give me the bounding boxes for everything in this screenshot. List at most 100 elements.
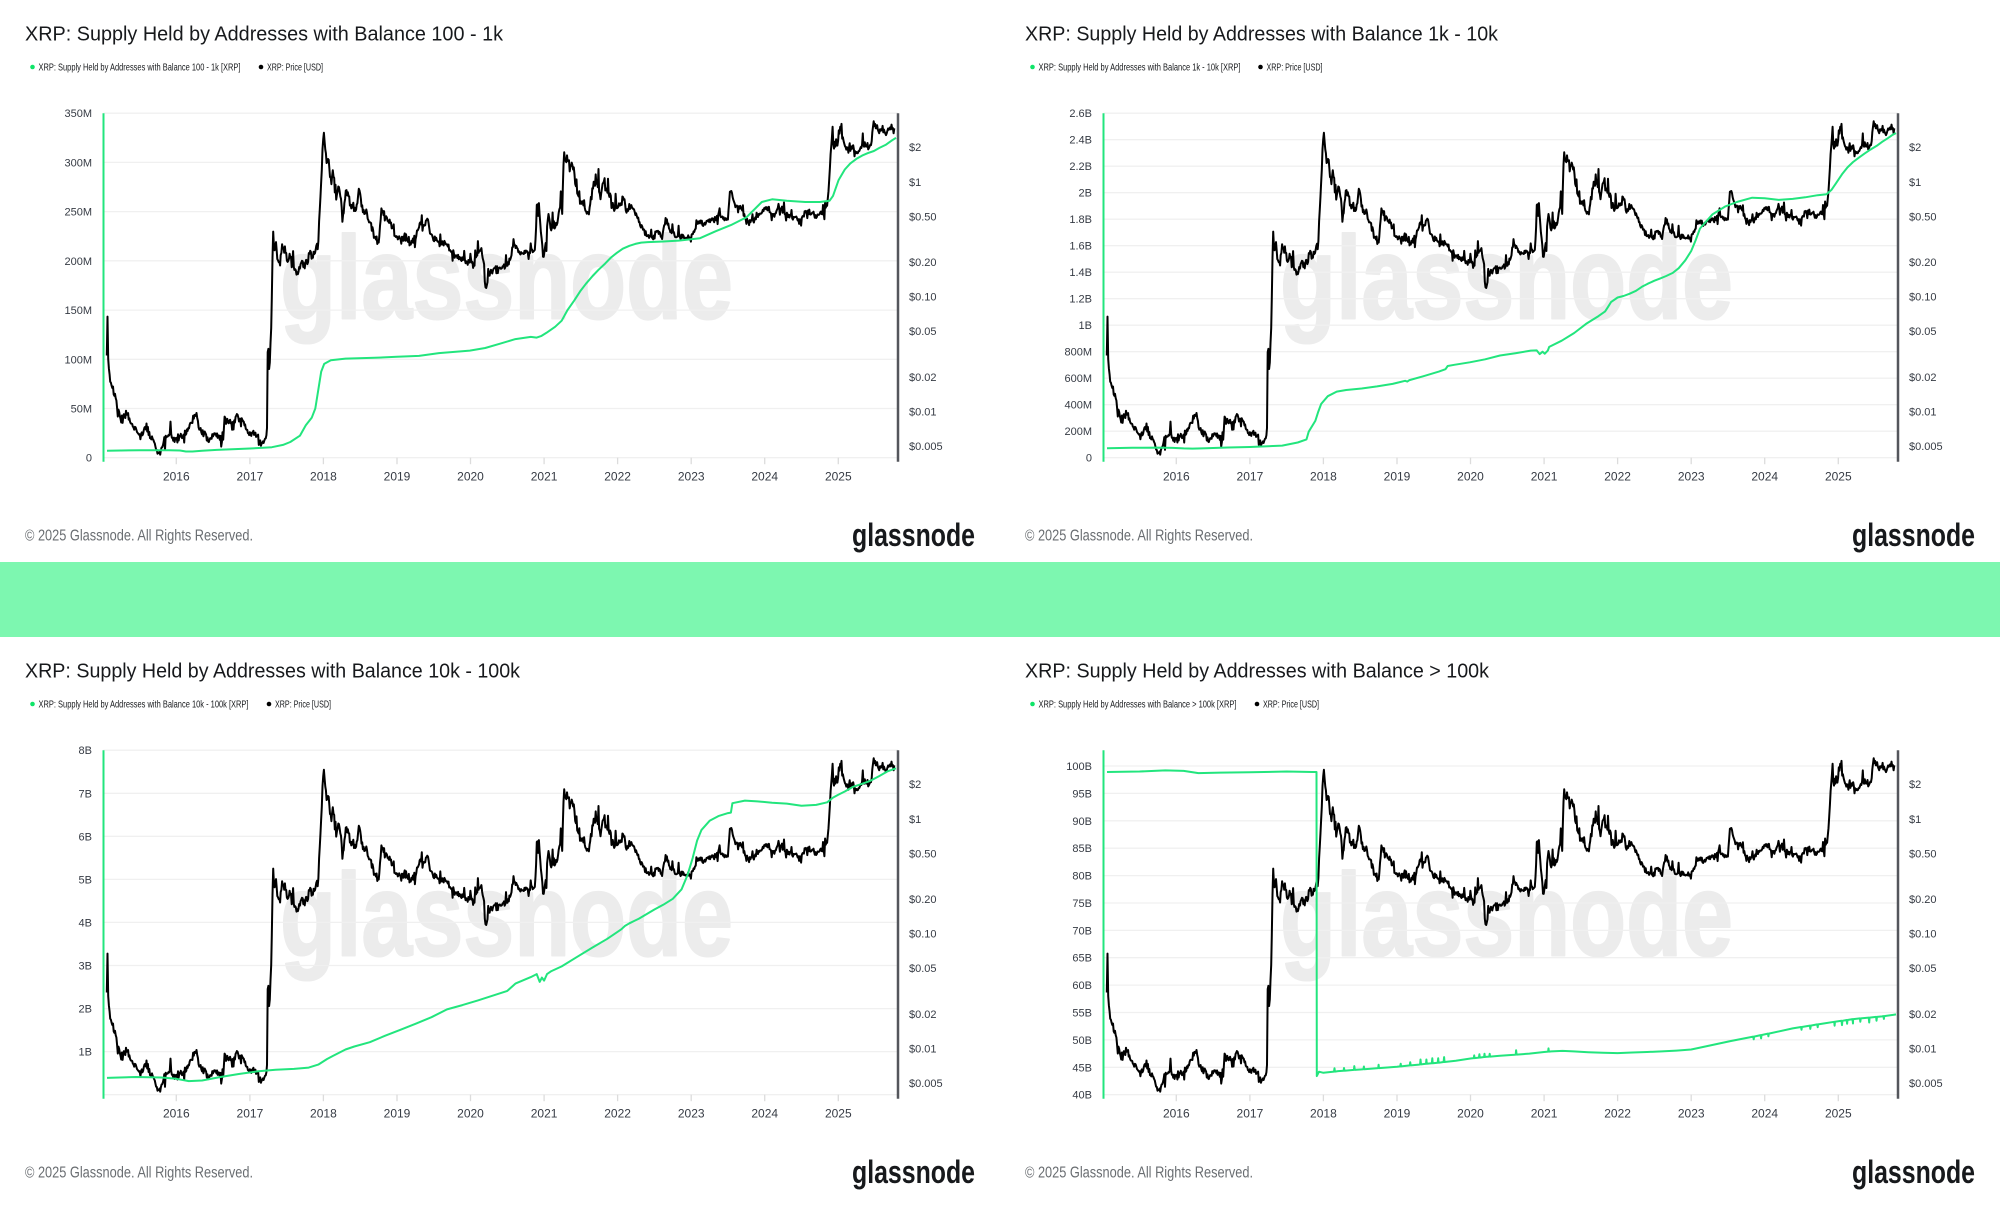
svg-text:2022: 2022 <box>1604 470 1631 484</box>
svg-text:glassnode: glassnode <box>1852 517 1975 553</box>
svg-text:2020: 2020 <box>1457 1107 1484 1121</box>
svg-text:$0.05: $0.05 <box>1909 326 1937 338</box>
svg-text:$0.50: $0.50 <box>1909 211 1937 223</box>
svg-text:2018: 2018 <box>310 470 337 484</box>
svg-text:1.2B: 1.2B <box>1069 294 1092 306</box>
svg-text:2.6B: 2.6B <box>1069 108 1092 120</box>
svg-text:$0.05: $0.05 <box>909 326 937 338</box>
svg-text:XRP: Supply Held by Addresses: XRP: Supply Held by Addresses with Balan… <box>39 63 241 74</box>
svg-text:1.4B: 1.4B <box>1069 267 1092 279</box>
svg-text:2023: 2023 <box>1678 1107 1705 1121</box>
svg-text:200M: 200M <box>64 256 92 268</box>
svg-text:1.6B: 1.6B <box>1069 241 1092 253</box>
svg-text:$0.10: $0.10 <box>1909 929 1937 941</box>
svg-text:2019: 2019 <box>1384 1107 1411 1121</box>
svg-text:2017: 2017 <box>1237 470 1264 484</box>
svg-text:7B: 7B <box>79 788 92 800</box>
svg-text:70B: 70B <box>1072 925 1092 937</box>
svg-text:© 2025 Glassnode. All Rights R: © 2025 Glassnode. All Rights Reserved. <box>1025 528 1253 545</box>
svg-text:2025: 2025 <box>1825 470 1852 484</box>
svg-text:$0.50: $0.50 <box>909 848 937 860</box>
svg-text:2017: 2017 <box>237 470 264 484</box>
svg-text:$0.05: $0.05 <box>909 963 937 975</box>
svg-text:$0.50: $0.50 <box>1909 848 1937 860</box>
svg-text:4B: 4B <box>79 917 92 929</box>
svg-text:glassnode: glassnode <box>280 850 733 982</box>
svg-text:glassnode: glassnode <box>852 1154 975 1190</box>
svg-text:2.4B: 2.4B <box>1069 135 1092 147</box>
svg-text:2023: 2023 <box>1678 470 1705 484</box>
svg-text:$0.10: $0.10 <box>909 929 937 941</box>
svg-text:$0.10: $0.10 <box>909 292 937 304</box>
svg-text:2024: 2024 <box>751 470 778 484</box>
svg-text:2018: 2018 <box>310 1107 337 1121</box>
svg-text:600M: 600M <box>1064 373 1092 385</box>
svg-text:200M: 200M <box>1064 426 1092 438</box>
svg-text:$0.20: $0.20 <box>909 257 937 269</box>
svg-text:300M: 300M <box>64 157 92 169</box>
svg-text:5B: 5B <box>79 874 92 886</box>
svg-text:$2: $2 <box>909 142 921 154</box>
svg-text:$0.05: $0.05 <box>1909 963 1937 975</box>
svg-text:© 2025 Glassnode. All Rights R: © 2025 Glassnode. All Rights Reserved. <box>1025 1165 1253 1182</box>
svg-text:$0.02: $0.02 <box>909 1009 937 1021</box>
svg-text:1B: 1B <box>79 1047 92 1059</box>
svg-text:2025: 2025 <box>825 1107 852 1121</box>
svg-text:XRP: Supply Held by Addresses: XRP: Supply Held by Addresses with Balan… <box>39 700 249 711</box>
svg-text:2021: 2021 <box>531 470 558 484</box>
svg-text:© 2025 Glassnode. All Rights R: © 2025 Glassnode. All Rights Reserved. <box>25 1165 253 1182</box>
svg-text:150M: 150M <box>64 305 92 317</box>
svg-text:2025: 2025 <box>1825 1107 1852 1121</box>
svg-text:2022: 2022 <box>604 1107 631 1121</box>
svg-text:2021: 2021 <box>1531 1107 1558 1121</box>
svg-text:2024: 2024 <box>751 1107 778 1121</box>
svg-text:2018: 2018 <box>1310 1107 1337 1121</box>
svg-text:$2: $2 <box>1909 142 1921 154</box>
svg-text:65B: 65B <box>1072 953 1092 965</box>
svg-text:1B: 1B <box>1079 320 1092 332</box>
svg-text:2019: 2019 <box>1384 470 1411 484</box>
svg-text:2023: 2023 <box>678 470 705 484</box>
svg-text:$1: $1 <box>909 177 921 189</box>
svg-text:40B: 40B <box>1072 1090 1092 1102</box>
svg-text:85B: 85B <box>1072 843 1092 855</box>
svg-text:80B: 80B <box>1072 871 1092 883</box>
svg-text:0: 0 <box>86 453 92 465</box>
svg-text:$0.01: $0.01 <box>1909 406 1937 418</box>
svg-text:XRP: Supply Held by Addresses: XRP: Supply Held by Addresses with Balan… <box>1025 23 1499 46</box>
svg-text:100B: 100B <box>1066 761 1092 773</box>
svg-text:2B: 2B <box>1079 188 1092 200</box>
svg-text:XRP: Price [USD]: XRP: Price [USD] <box>267 63 323 74</box>
svg-text:$0.20: $0.20 <box>1909 257 1937 269</box>
svg-text:$2: $2 <box>909 779 921 791</box>
svg-text:$0.01: $0.01 <box>1909 1043 1937 1055</box>
svg-text:2016: 2016 <box>1163 470 1190 484</box>
svg-text:50M: 50M <box>71 404 92 416</box>
svg-text:XRP: Supply Held by Addresses: XRP: Supply Held by Addresses with Balan… <box>25 660 521 683</box>
svg-text:6B: 6B <box>79 831 92 843</box>
svg-text:2.2B: 2.2B <box>1069 161 1092 173</box>
svg-text:95B: 95B <box>1072 788 1092 800</box>
svg-text:2B: 2B <box>79 1004 92 1016</box>
svg-text:$1: $1 <box>909 814 921 826</box>
svg-text:2016: 2016 <box>1163 1107 1190 1121</box>
svg-text:2021: 2021 <box>531 1107 558 1121</box>
svg-text:XRP: Price [USD]: XRP: Price [USD] <box>1263 700 1319 711</box>
svg-text:2025: 2025 <box>825 470 852 484</box>
svg-text:2019: 2019 <box>384 1107 411 1121</box>
svg-text:$0.20: $0.20 <box>909 894 937 906</box>
svg-text:$0.005: $0.005 <box>909 1078 943 1090</box>
svg-text:2020: 2020 <box>457 470 484 484</box>
svg-text:75B: 75B <box>1072 898 1092 910</box>
svg-text:$0.005: $0.005 <box>1909 1078 1943 1090</box>
svg-text:2022: 2022 <box>1604 1107 1631 1121</box>
svg-text:$0.10: $0.10 <box>1909 292 1937 304</box>
svg-text:$1: $1 <box>1909 814 1921 826</box>
svg-text:2024: 2024 <box>1751 1107 1778 1121</box>
svg-text:60B: 60B <box>1072 980 1092 992</box>
svg-text:2016: 2016 <box>163 470 190 484</box>
svg-text:2018: 2018 <box>1310 470 1337 484</box>
svg-text:100M: 100M <box>64 354 92 366</box>
svg-text:XRP: Supply Held by Addresses: XRP: Supply Held by Addresses with Balan… <box>25 23 504 46</box>
svg-text:$2: $2 <box>1909 779 1921 791</box>
